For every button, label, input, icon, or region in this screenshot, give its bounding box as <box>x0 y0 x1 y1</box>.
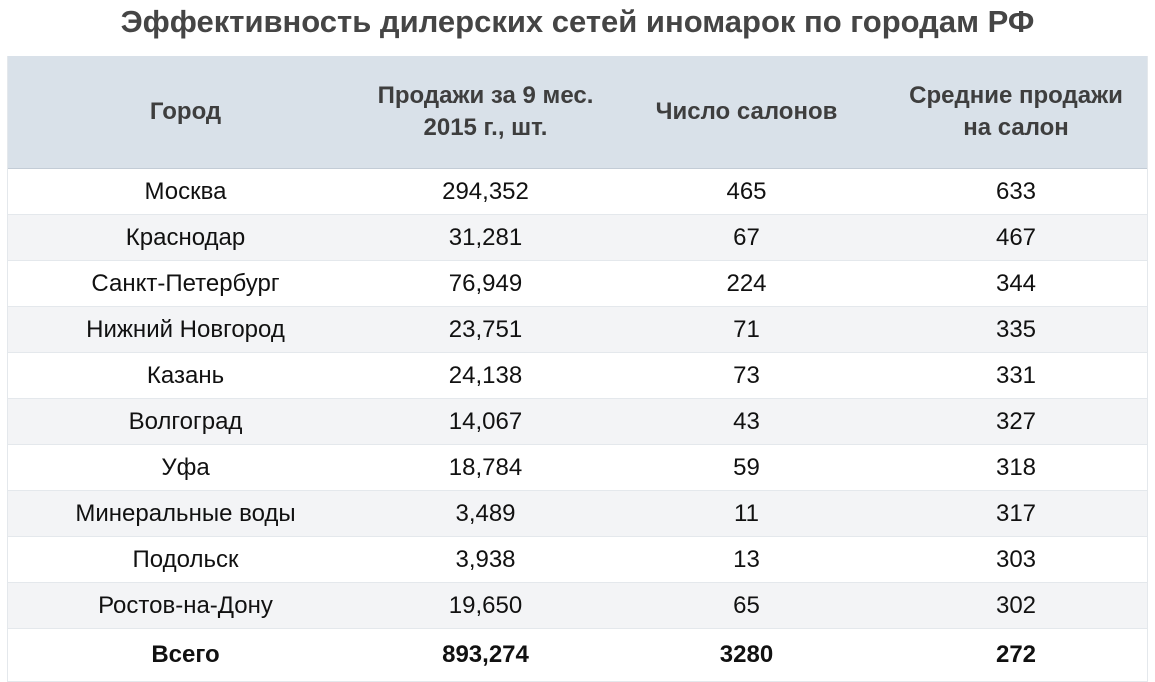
total-avg-sales: 272 <box>885 628 1147 682</box>
table-header-row: Город Продажи за 9 мес. 2015 г., шт. Чис… <box>8 56 1147 169</box>
cell-sales: 3,489 <box>363 490 608 537</box>
cell-city: Казань <box>8 352 363 399</box>
cell-avg-sales: 303 <box>885 536 1147 583</box>
table-row: Уфа 18,784 59 318 <box>8 444 1147 491</box>
table-row: Санкт-Петербург 76,949 224 344 <box>8 260 1147 307</box>
cell-avg-sales: 344 <box>885 260 1147 307</box>
column-header-avg-sales: Средние продажи на салон <box>885 56 1147 169</box>
table-row: Казань 24,138 73 331 <box>8 352 1147 399</box>
total-label: Всего <box>8 628 363 682</box>
cell-avg-sales: 318 <box>885 444 1147 491</box>
cell-avg-sales: 335 <box>885 306 1147 353</box>
cell-sales: 76,949 <box>363 260 608 307</box>
cell-city: Минеральные воды <box>8 490 363 537</box>
table-total-row: Всего 893,274 3280 272 <box>8 628 1147 682</box>
cell-avg-sales: 467 <box>885 214 1147 261</box>
cell-city: Москва <box>8 168 363 215</box>
cell-city: Санкт-Петербург <box>8 260 363 307</box>
table-row: Подольск 3,938 13 303 <box>8 536 1147 583</box>
cell-sales: 31,281 <box>363 214 608 261</box>
cell-salons: 11 <box>608 490 885 537</box>
total-sales: 893,274 <box>363 628 608 682</box>
cell-sales: 19,650 <box>363 582 608 629</box>
cell-salons: 73 <box>608 352 885 399</box>
table-row: Краснодар 31,281 67 467 <box>8 214 1147 261</box>
cell-city: Ростов-на-Дону <box>8 582 363 629</box>
cell-salons: 67 <box>608 214 885 261</box>
cell-sales: 294,352 <box>363 168 608 215</box>
cell-avg-sales: 317 <box>885 490 1147 537</box>
table-row: Ростов-на-Дону 19,650 65 302 <box>8 582 1147 629</box>
cell-sales: 23,751 <box>363 306 608 353</box>
cell-salons: 71 <box>608 306 885 353</box>
cell-avg-sales: 633 <box>885 168 1147 215</box>
cell-city: Волгоград <box>8 398 363 445</box>
cell-city: Краснодар <box>8 214 363 261</box>
cell-salons: 465 <box>608 168 885 215</box>
cell-salons: 65 <box>608 582 885 629</box>
total-salons: 3280 <box>608 628 885 682</box>
cell-salons: 59 <box>608 444 885 491</box>
column-header-city: Город <box>8 56 363 169</box>
cell-salons: 43 <box>608 398 885 445</box>
column-header-salons: Число салонов <box>608 56 885 169</box>
cell-sales: 14,067 <box>363 398 608 445</box>
table-row: Нижний Новгород 23,751 71 335 <box>8 306 1147 353</box>
table-row: Волгоград 14,067 43 327 <box>8 398 1147 445</box>
cell-city: Подольск <box>8 536 363 583</box>
cell-avg-sales: 331 <box>885 352 1147 399</box>
cell-city: Уфа <box>8 444 363 491</box>
cell-salons: 224 <box>608 260 885 307</box>
cell-city: Нижний Новгород <box>8 306 363 353</box>
cell-sales: 24,138 <box>363 352 608 399</box>
sales-table-container: Город Продажи за 9 мес. 2015 г., шт. Чис… <box>7 56 1148 682</box>
cell-salons: 13 <box>608 536 885 583</box>
cell-sales: 3,938 <box>363 536 608 583</box>
cell-avg-sales: 327 <box>885 398 1147 445</box>
page-title: Эффективность дилерских сетей иномарок п… <box>120 4 1035 39</box>
sales-table: Город Продажи за 9 мес. 2015 г., шт. Чис… <box>8 56 1147 682</box>
cell-avg-sales: 302 <box>885 582 1147 629</box>
table-row: Минеральные воды 3,489 11 317 <box>8 490 1147 537</box>
cell-sales: 18,784 <box>363 444 608 491</box>
column-header-sales: Продажи за 9 мес. 2015 г., шт. <box>363 56 608 169</box>
table-row: Москва 294,352 465 633 <box>8 168 1147 215</box>
